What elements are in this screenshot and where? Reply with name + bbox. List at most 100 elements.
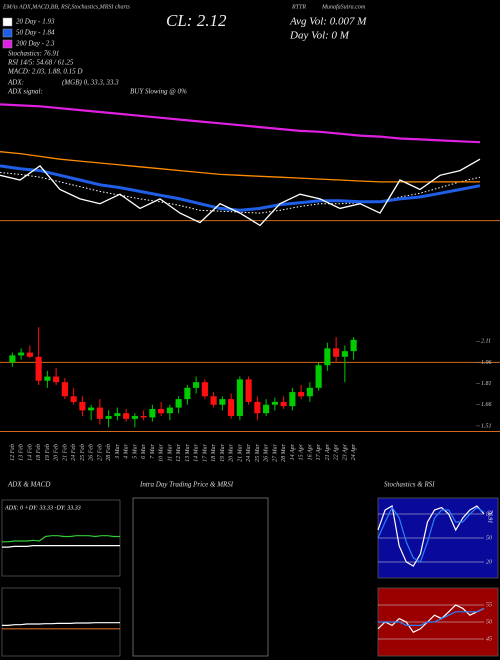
- legend-label: 50 Day - 1.84: [16, 29, 55, 37]
- candle-body: [271, 401, 278, 405]
- y-tick-label: 50: [486, 619, 492, 625]
- value-label: 76.91: [487, 510, 493, 524]
- panel-title: Intra Day Trading Price & MRSI: [139, 481, 234, 489]
- x-tick-label: 21 Mar: [237, 443, 243, 461]
- candle-body: [88, 407, 95, 411]
- candle-body: [263, 404, 270, 414]
- x-tick-label: 3 Mar: [115, 443, 121, 459]
- x-tick-label: 24 Mar: [245, 443, 252, 461]
- series-line: [0, 164, 481, 212]
- day-volume: Day Vol: 0 M: [289, 30, 350, 42]
- candle-body: [35, 356, 42, 381]
- series-line: [0, 151, 480, 183]
- series-line: [377, 505, 485, 567]
- x-tick-label: 10 Mar: [159, 443, 165, 461]
- candle-body: [315, 365, 322, 388]
- subtitle: EMAs ADX,MACD,BB, RSI,Stochastics,MRSI c…: [2, 4, 131, 10]
- x-tick-label: 11 Mar: [167, 443, 173, 461]
- candle-body: [53, 376, 60, 383]
- candle-body: [9, 355, 16, 363]
- x-tick-label: 14 Mar: [193, 443, 200, 461]
- candle-body: [61, 382, 68, 397]
- y-tick-label: 1.66: [481, 402, 492, 408]
- candle-body: [70, 396, 77, 402]
- x-tick-label: 12 Feb: [10, 444, 16, 461]
- candle-body: [166, 407, 173, 414]
- x-tick-label: 21 Feb: [62, 444, 68, 461]
- candle-body: [289, 392, 296, 407]
- annotation: MACD: 2.03, 1.88, 0.15 D: [7, 68, 82, 76]
- series-line: [2, 535, 120, 543]
- candle-body: [210, 396, 217, 405]
- x-tick-label: 19 Mar: [220, 443, 226, 461]
- site: MunafaSutra.com: [321, 3, 366, 10]
- y-tick-label: 1.96: [481, 360, 492, 366]
- candle-body: [193, 382, 200, 388]
- y-tick-label: 55: [486, 602, 492, 608]
- x-tick-label: 28 Feb: [106, 444, 112, 461]
- panel-title: Stochastics & RSI: [384, 481, 435, 489]
- x-tick-label: 14 Apr: [289, 443, 296, 460]
- annotation: ADX:: [7, 79, 24, 87]
- candle-body: [306, 387, 313, 397]
- series-line: [378, 607, 485, 626]
- candle-body: [254, 401, 261, 414]
- panel-title: ADX & MACD: [7, 481, 50, 489]
- legend-swatch: [2, 28, 13, 38]
- candle-body: [228, 399, 235, 417]
- series-line: [377, 506, 485, 563]
- x-tick-label: 14 Feb: [26, 444, 33, 461]
- x-tick-label: 25 Mar: [255, 443, 261, 461]
- candle-body: [149, 408, 156, 418]
- annotation: ADX signal:: [7, 88, 43, 96]
- x-tick-label: 18 Mar: [211, 443, 217, 461]
- x-tick-label: 27 Feb: [97, 444, 103, 461]
- annotation: BUY Slowing @ 0%: [130, 88, 187, 96]
- x-tick-label: 28 Mar: [281, 443, 287, 461]
- candle-body: [298, 392, 305, 397]
- x-tick-label: 4 Mar: [123, 443, 130, 458]
- x-tick-label: 19 Feb: [45, 444, 51, 461]
- candle-body: [131, 416, 138, 419]
- candle-body: [184, 387, 191, 400]
- candle-body: [158, 408, 165, 414]
- x-tick-label: 6 Mar: [141, 443, 147, 458]
- candle-body: [140, 416, 147, 418]
- annotation: (MGB) 0, 33.3, 33.3: [62, 79, 119, 87]
- candle-body: [350, 339, 357, 352]
- panel-border: [1, 499, 121, 577]
- x-tick-label: 27 Mar: [272, 443, 278, 461]
- candle-body: [96, 407, 103, 419]
- candle-body: [245, 379, 252, 402]
- annotation: Stochastics: 76.91: [8, 50, 59, 58]
- x-tick-label: 20 Feb: [54, 444, 60, 461]
- legend-swatch: [2, 17, 13, 27]
- x-tick-label: 20 Mar: [229, 443, 235, 461]
- panel-label: ADX: 0 +DY: 33.33 -DY: 33.33: [4, 505, 81, 511]
- x-tick-label: 18 Feb: [36, 444, 42, 461]
- y-tick-label: 45: [486, 635, 492, 642]
- series-line: [2, 622, 120, 626]
- y-tick-label: 1.81: [481, 381, 492, 387]
- x-tick-label: 24 Apr: [350, 443, 357, 460]
- legend-label: 200 Day - 2.3: [16, 40, 55, 48]
- x-tick-label: 26 Feb: [89, 444, 95, 461]
- avg-volume: Avg Vol: 0.007 M: [289, 16, 367, 28]
- candle-body: [114, 413, 121, 417]
- legend-swatch: [2, 39, 13, 49]
- panel-border: [1, 587, 121, 657]
- x-tick-label: 7 Mar: [150, 443, 156, 458]
- close-label: CL: 2.12: [166, 11, 227, 30]
- x-tick-label: 26 Mar: [264, 443, 270, 461]
- x-tick-label: 13 Mar: [185, 443, 191, 461]
- symbol: RTTR: [291, 4, 306, 10]
- y-tick-label: 1.51: [481, 423, 492, 429]
- x-tick-label: 17 Apr: [316, 443, 322, 460]
- x-tick-label: 12 Mar: [176, 443, 182, 461]
- candle-body: [324, 348, 331, 366]
- series-line: [0, 158, 481, 227]
- annotation: RSI 14/5: 54.68 / 61.25: [7, 59, 74, 67]
- x-tick-label: 15 Apr: [299, 443, 305, 460]
- candle-body: [333, 348, 340, 357]
- x-tick-label: 17 Mar: [202, 443, 208, 461]
